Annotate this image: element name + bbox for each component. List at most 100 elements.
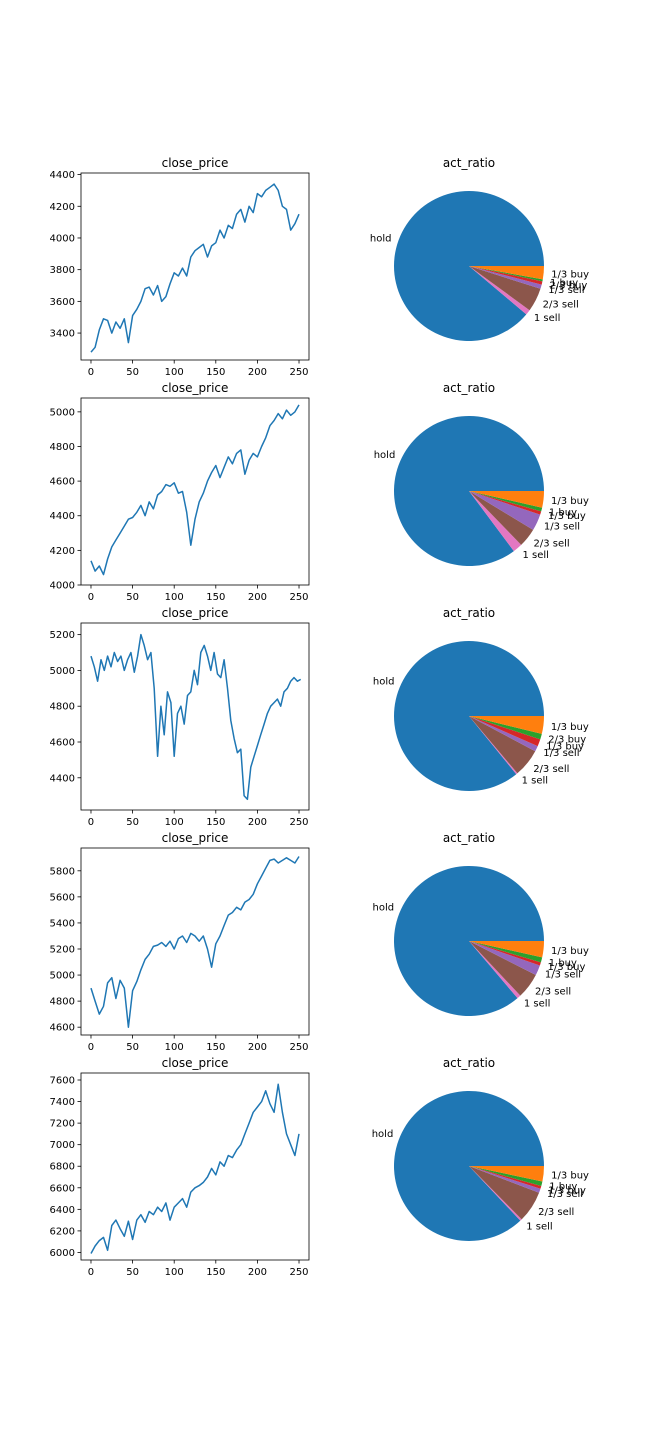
- y-tick-label: 5200: [50, 630, 75, 641]
- pie-label: hold: [373, 677, 395, 688]
- axes-frame: [80, 172, 310, 361]
- pie-label: 1/3 sell: [547, 1189, 583, 1200]
- pie-slice: [469, 941, 541, 966]
- x-tick-label: 50: [126, 1042, 139, 1053]
- pie-label: 1 buy: [549, 1182, 577, 1193]
- pie-label: 2/3 sell: [538, 1207, 574, 1218]
- pie-slice: [469, 716, 538, 752]
- y-tick-label: 4800: [50, 702, 75, 713]
- pie-label: 1/3 buy: [551, 269, 589, 280]
- x-tick-label: 0: [88, 1042, 94, 1053]
- x-tick-label: 200: [248, 817, 267, 828]
- x-tick-label: 150: [206, 1267, 225, 1278]
- pie-label: 2/3 buy: [548, 735, 586, 746]
- y-tick-label: 4400: [50, 170, 75, 181]
- pie-slice: [469, 941, 544, 958]
- x-tick-label: 250: [289, 1042, 308, 1053]
- pie-label: 1/3 buy: [551, 1171, 589, 1182]
- pie-label: 2/3 sell: [543, 299, 579, 310]
- pie-slice: [394, 416, 544, 567]
- x-tick-label: 250: [289, 367, 308, 378]
- pie-label: 1 buy: [550, 278, 578, 289]
- y-tick-label: 5800: [50, 866, 75, 877]
- x-tick-label: 100: [165, 367, 184, 378]
- line-chart-4: close_price 0 50 100 150 200 250 4600 4800 5000 52…: [50, 831, 310, 1053]
- pie-label: 1/3 buy: [548, 511, 586, 522]
- x-tick-label: 200: [248, 1042, 267, 1053]
- pie-slice: [469, 266, 530, 315]
- x-tick-label: 250: [289, 592, 308, 603]
- pie-slice: [469, 941, 543, 963]
- pie-label: 1 sell: [526, 1221, 552, 1232]
- series-line: [90, 633, 302, 801]
- x-tick-label: 50: [126, 592, 139, 603]
- pie-label: 1 buy: [549, 958, 577, 969]
- pie-slice: [469, 716, 518, 775]
- x-tick-label: 100: [165, 817, 184, 828]
- x-tick-label: 50: [126, 367, 139, 378]
- y-tick-label: 7600: [50, 1076, 75, 1087]
- pie-slice: [469, 491, 542, 515]
- y-tick-label: 7200: [50, 1119, 75, 1130]
- pie-slice: [469, 716, 542, 740]
- x-tick-label: 50: [126, 817, 139, 828]
- chart-title: act_ratio: [443, 606, 495, 620]
- pie-slice: [469, 1166, 543, 1187]
- y-tick-label: 4200: [50, 202, 75, 213]
- pie-slice: [469, 491, 541, 530]
- y-tick-label: 4600: [50, 738, 75, 749]
- pie-slice: [469, 491, 522, 552]
- pie-label: 2/3 sell: [533, 764, 569, 775]
- pie-slice: [469, 1166, 542, 1189]
- y-tick-label: 4800: [50, 997, 75, 1008]
- y-tick-label: 4000: [50, 233, 75, 244]
- pie-slice: [469, 716, 536, 774]
- x-tick-label: 150: [206, 367, 225, 378]
- chart-title: act_ratio: [443, 1056, 495, 1070]
- x-tick-label: 0: [88, 1267, 94, 1278]
- y-tick-label: 4400: [50, 773, 75, 784]
- y-tick-label: 4400: [50, 511, 75, 522]
- pie-label: 1/3 sell: [548, 285, 584, 296]
- y-tick-label: 6600: [50, 1183, 75, 1194]
- y-tick-label: 4600: [50, 1023, 75, 1034]
- pie-label: hold: [372, 1129, 394, 1140]
- axes-frame: [80, 847, 310, 1036]
- pie-label: 1 sell: [534, 313, 560, 324]
- x-tick-label: 200: [248, 1267, 267, 1278]
- pie-label: 1/3 buy: [551, 946, 589, 957]
- x-tick-label: 250: [289, 817, 308, 828]
- y-tick-label: 4200: [50, 546, 75, 557]
- pie-label: 1/3 buy: [546, 741, 584, 752]
- pie-slice: [394, 191, 544, 342]
- axes-frame: [80, 622, 310, 811]
- x-tick-label: 0: [88, 817, 94, 828]
- chart-title: close_price: [162, 156, 229, 170]
- pie-label: 1/3 sell: [544, 522, 580, 533]
- pie-label: 1/3 buy: [551, 722, 589, 733]
- pie-label: 2/3 sell: [535, 987, 571, 998]
- pie-slice: [469, 266, 543, 285]
- chart-title: close_price: [162, 381, 229, 395]
- pie-label: 1 sell: [523, 550, 549, 561]
- x-tick-label: 150: [206, 592, 225, 603]
- pie-label: 1 sell: [524, 999, 550, 1010]
- pie-slice: [469, 941, 536, 996]
- pie-label: hold: [373, 902, 395, 913]
- y-tick-label: 7000: [50, 1140, 75, 1151]
- chart-title: close_price: [162, 606, 229, 620]
- pie-label: 1/3 sell: [543, 748, 579, 759]
- pie-slice: [394, 640, 544, 791]
- pie-label: 2/3 buy: [549, 281, 587, 292]
- line-chart-3: close_price 0 50 100 150 200 250 4400 4600 4800 50…: [50, 606, 310, 828]
- series-line: [90, 856, 300, 1028]
- y-tick-label: 3600: [50, 297, 75, 308]
- pie-slice: [469, 941, 540, 976]
- series-line: [90, 404, 300, 576]
- y-tick-label: 7400: [50, 1097, 75, 1108]
- y-tick-label: 5400: [50, 918, 75, 929]
- pie-slice: [469, 491, 543, 512]
- y-tick-label: 5200: [50, 944, 75, 955]
